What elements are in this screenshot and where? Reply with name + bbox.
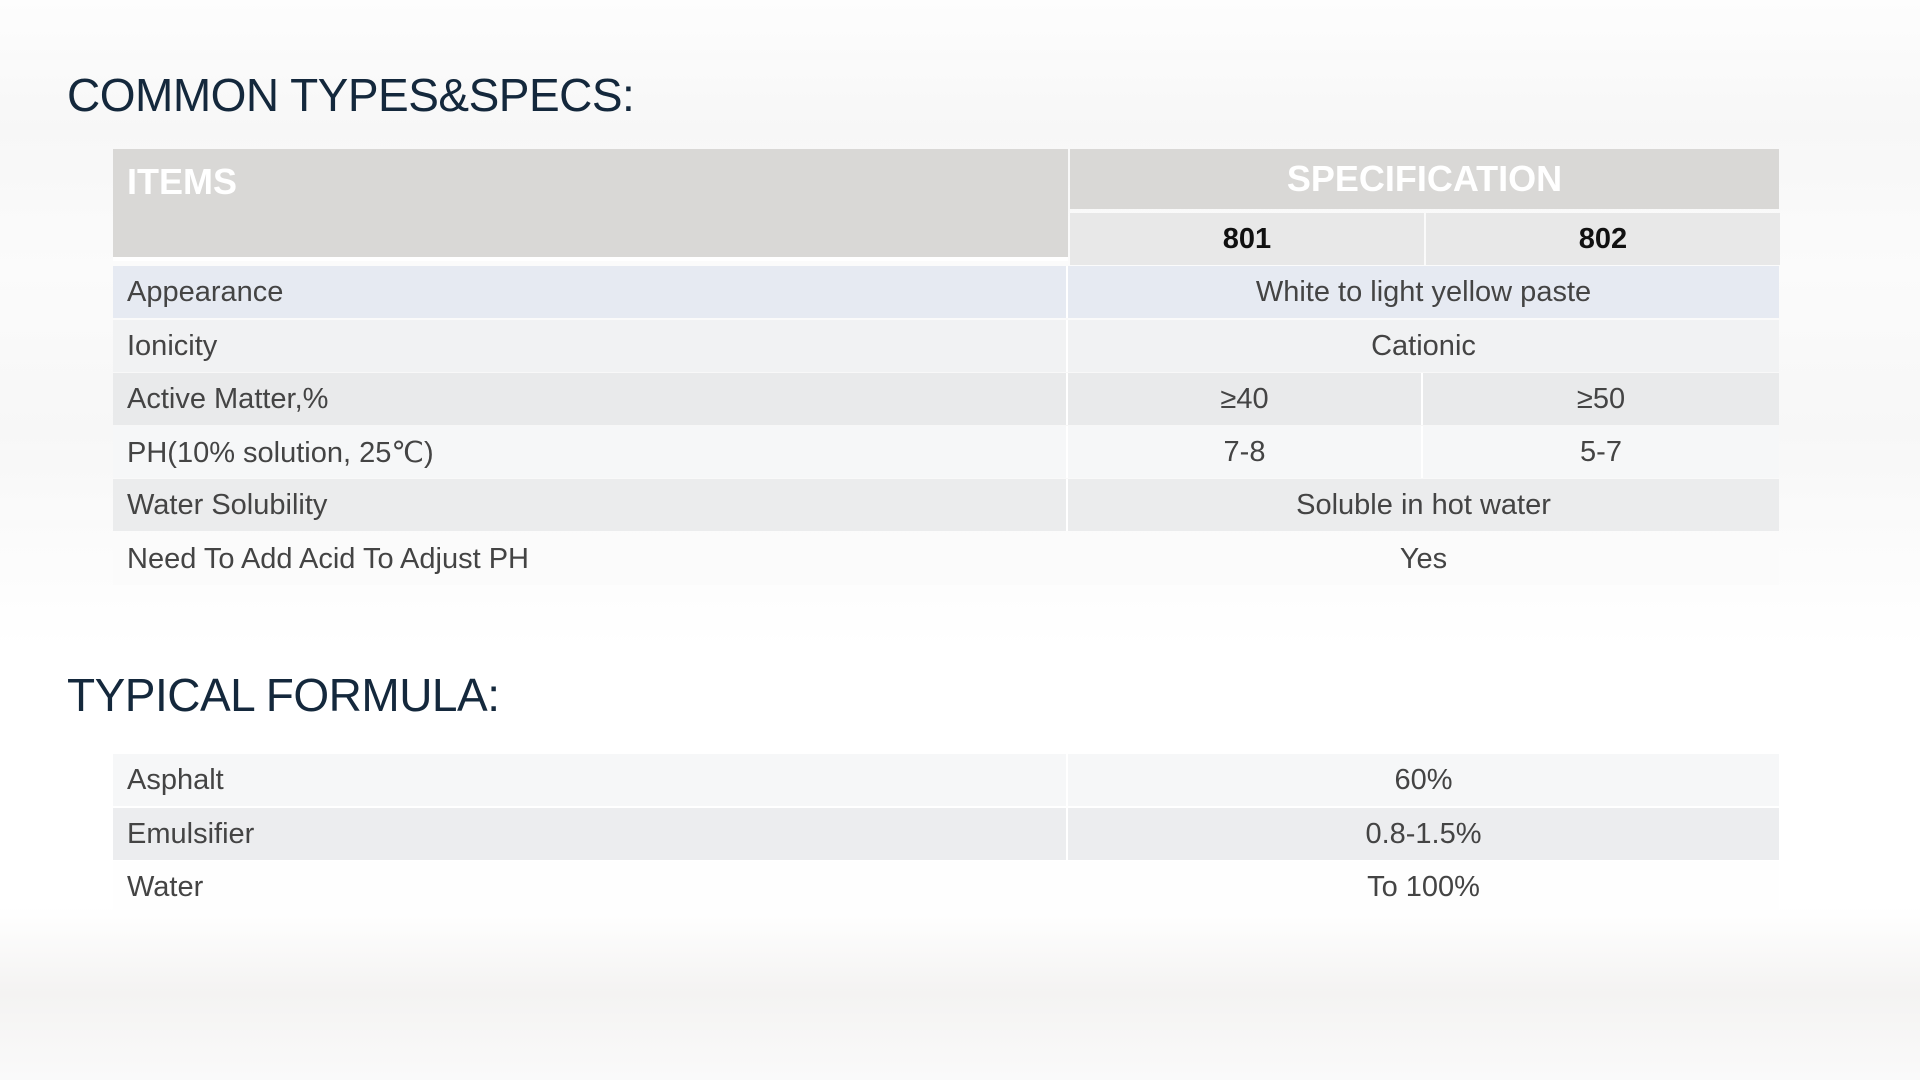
table-row: Active Matter,% ≥40 ≥50 (113, 373, 1779, 425)
header-items: ITEMS (113, 149, 1068, 261)
row-value: 0.8-1.5% (1365, 817, 1482, 850)
row-value-802: 5-7 (1580, 435, 1622, 468)
row-label: Ionicity (113, 320, 1068, 372)
table-row: Need To Add Acid To Adjust PH Yes (113, 533, 1779, 585)
header-801: 801 (1070, 213, 1424, 265)
row-value: 60% (1394, 763, 1453, 796)
table-row: PH(10% solution, 25℃) 7-8 5-7 (113, 426, 1779, 478)
table-row: Appearance White to light yellow paste (113, 266, 1779, 318)
row-value-802: ≥50 (1576, 382, 1626, 415)
table-row: Emulsifier 0.8-1.5% (113, 808, 1779, 860)
row-value: Soluble in hot water (1296, 488, 1551, 521)
row-label: Appearance (113, 266, 1068, 318)
formula-table: Asphalt 60% Emulsifier 0.8-1.5% Water To… (113, 754, 1779, 914)
row-label: Need To Add Acid To Adjust PH (127, 542, 529, 575)
row-value-801: 7-8 (1068, 426, 1423, 478)
row-value: White to light yellow paste (1255, 275, 1592, 308)
specs-table: ITEMS SPECIFICATION 801 802 Appearance W… (113, 149, 1780, 589)
table-row: Water Solubility Soluble in hot water (113, 479, 1779, 531)
row-label: Asphalt (113, 754, 1068, 806)
formula-heading: TYPICAL FORMULA: (67, 669, 500, 721)
row-label: Emulsifier (113, 808, 1068, 860)
row-label: PH(10% solution, 25℃) (113, 426, 1068, 478)
row-value: To 100% (1367, 870, 1480, 903)
row-value-801: ≥40 (1068, 373, 1423, 425)
row-label: Water (127, 870, 204, 903)
row-value: Yes (1399, 542, 1448, 575)
row-value: Cationic (1371, 329, 1476, 362)
table-row: Ionicity Cationic (113, 320, 1779, 372)
header-802: 802 (1426, 213, 1780, 265)
header-specification: SPECIFICATION (1070, 149, 1779, 209)
specs-heading: COMMON TYPES&SPECS: (67, 69, 635, 121)
row-label: Water Solubility (113, 479, 1068, 531)
table-row: Water To 100% (113, 861, 1779, 913)
table-row: Asphalt 60% (113, 754, 1779, 806)
row-label: Active Matter,% (113, 373, 1068, 425)
